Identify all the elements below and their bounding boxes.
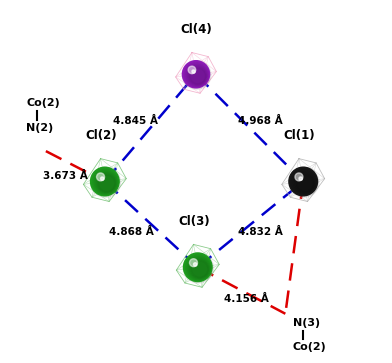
Circle shape <box>101 177 104 180</box>
Text: Cl(2): Cl(2) <box>85 129 117 142</box>
Circle shape <box>183 253 214 283</box>
Circle shape <box>182 61 210 88</box>
Circle shape <box>289 167 318 196</box>
Circle shape <box>183 253 212 282</box>
Circle shape <box>182 61 210 88</box>
Circle shape <box>95 172 117 193</box>
Text: N(3): N(3) <box>292 318 319 328</box>
Circle shape <box>289 167 319 197</box>
Circle shape <box>94 170 118 194</box>
Circle shape <box>184 62 209 87</box>
Circle shape <box>189 259 198 267</box>
Circle shape <box>289 167 318 196</box>
Circle shape <box>182 61 211 89</box>
Circle shape <box>290 169 317 195</box>
Circle shape <box>295 174 314 192</box>
Circle shape <box>190 259 209 278</box>
Circle shape <box>297 175 313 192</box>
Circle shape <box>96 173 105 181</box>
Text: 4.156 Å: 4.156 Å <box>223 294 269 305</box>
Circle shape <box>190 68 206 84</box>
Circle shape <box>91 167 119 196</box>
Circle shape <box>192 70 195 73</box>
Circle shape <box>191 261 208 277</box>
Circle shape <box>183 253 212 282</box>
Text: 4.845 Å: 4.845 Å <box>113 116 158 126</box>
Circle shape <box>188 66 207 85</box>
Circle shape <box>187 65 207 85</box>
Text: 4.868 Å: 4.868 Å <box>109 227 154 237</box>
Circle shape <box>185 64 208 86</box>
Circle shape <box>194 263 197 266</box>
Text: Cl(4): Cl(4) <box>180 23 212 36</box>
Text: Cl(1): Cl(1) <box>284 129 316 142</box>
Circle shape <box>97 174 116 192</box>
Circle shape <box>295 173 303 181</box>
Circle shape <box>91 167 119 196</box>
Text: 4.968 Å: 4.968 Å <box>238 116 283 126</box>
Circle shape <box>98 175 115 192</box>
Circle shape <box>188 258 210 279</box>
Circle shape <box>188 66 196 74</box>
Text: 3.673 Å: 3.673 Å <box>43 171 88 181</box>
Text: Cl(3): Cl(3) <box>178 215 210 228</box>
Circle shape <box>187 256 211 280</box>
Text: Co(2): Co(2) <box>292 342 326 352</box>
Text: 4.832 Å: 4.832 Å <box>238 227 283 237</box>
Circle shape <box>292 170 316 194</box>
Circle shape <box>294 172 315 193</box>
Circle shape <box>185 254 211 281</box>
Circle shape <box>299 177 302 180</box>
Text: Co(2): Co(2) <box>26 98 60 108</box>
Circle shape <box>91 167 121 197</box>
Text: N(2): N(2) <box>26 123 53 133</box>
Circle shape <box>92 169 118 195</box>
